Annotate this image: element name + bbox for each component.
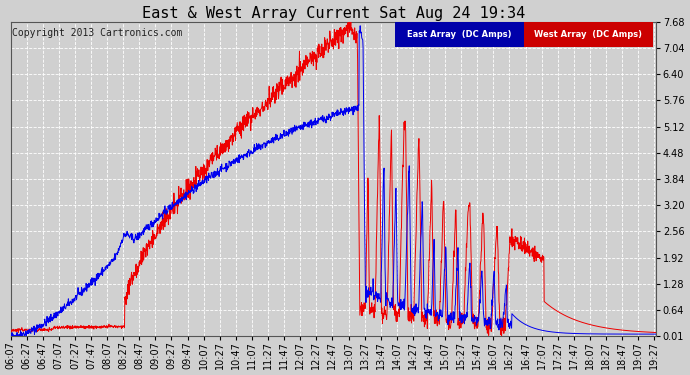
Text: Copyright 2013 Cartronics.com: Copyright 2013 Cartronics.com <box>12 28 182 38</box>
Text: East Array  (DC Amps): East Array (DC Amps) <box>407 30 511 39</box>
FancyBboxPatch shape <box>524 22 653 47</box>
FancyBboxPatch shape <box>395 22 524 47</box>
Title: East & West Array Current Sat Aug 24 19:34: East & West Array Current Sat Aug 24 19:… <box>141 6 525 21</box>
Text: West Array  (DC Amps): West Array (DC Amps) <box>534 30 642 39</box>
